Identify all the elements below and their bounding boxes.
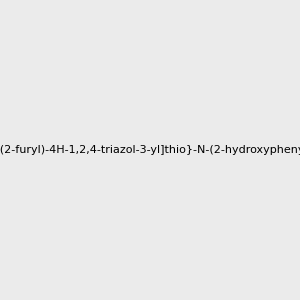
Text: 2-{[4-allyl-5-(2-furyl)-4H-1,2,4-triazol-3-yl]thio}-N-(2-hydroxyphenyl)acetamide: 2-{[4-allyl-5-(2-furyl)-4H-1,2,4-triazol… — [0, 145, 300, 155]
